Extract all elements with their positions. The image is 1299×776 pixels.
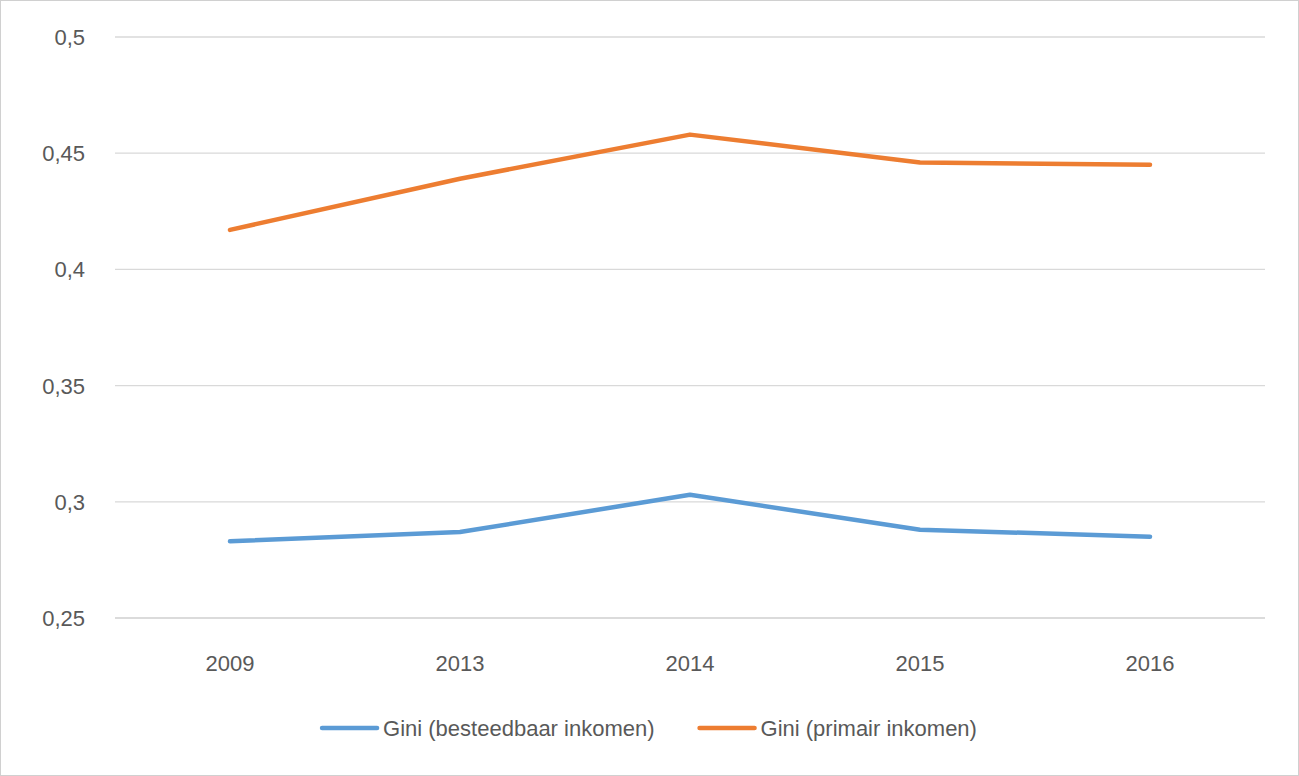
grid-line	[115, 501, 1265, 502]
x-axis-line	[115, 617, 1265, 618]
legend-label: Gini (primair inkomen)	[761, 716, 977, 741]
series-line	[230, 135, 1150, 230]
series-line	[230, 495, 1150, 541]
y-tick-label: 0,3	[54, 490, 85, 515]
x-tick-label: 2014	[666, 651, 715, 676]
plot-area	[230, 135, 1150, 542]
chart: 0,25 0,3 0,35 0,4 0,45 0,5 2009 2013 2014 2015 201…	[0, 0, 1299, 776]
grid-line	[115, 617, 1265, 618]
y-tick-label: 0,25	[42, 606, 85, 631]
y-tick-label: 0,35	[42, 374, 85, 399]
grid-line	[115, 153, 1265, 154]
grid	[115, 37, 1265, 618]
y-tick-label: 0,45	[42, 141, 85, 166]
chart-frame	[1, 1, 1299, 776]
x-tick-label: 2009	[206, 651, 255, 676]
grid-line	[115, 385, 1265, 386]
legend: Gini (besteedbaar inkomen) Gini (primair …	[322, 716, 977, 741]
x-tick-label: 2015	[896, 651, 945, 676]
legend-swatch	[322, 726, 377, 731]
legend-swatch	[700, 726, 755, 731]
x-tick-label: 2013	[436, 651, 485, 676]
y-tick-label: 0,5	[54, 25, 85, 50]
x-tick-label: 2016	[1126, 651, 1175, 676]
legend-label: Gini (besteedbaar inkomen)	[383, 716, 654, 741]
y-tick-label: 0,4	[54, 257, 85, 282]
grid-line	[115, 269, 1265, 270]
grid-line	[115, 36, 1265, 37]
